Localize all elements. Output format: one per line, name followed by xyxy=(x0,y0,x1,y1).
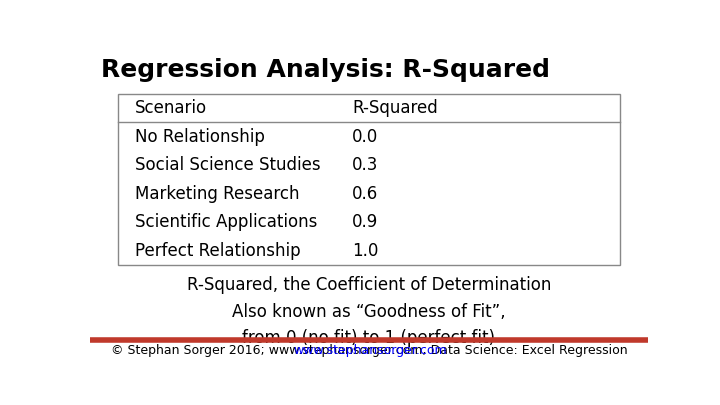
Text: R-Squared, the Coefficient of Determination
Also known as “Goodness of Fit”,
fro: R-Squared, the Coefficient of Determinat… xyxy=(186,276,552,347)
Text: Perfect Relationship: Perfect Relationship xyxy=(135,242,300,260)
Text: www.stephansorger.com: www.stephansorger.com xyxy=(294,344,447,357)
Text: © Stephan Sorger 2016; www.stephansorger.com; Data Science: Excel Regression: © Stephan Sorger 2016; www.stephansorger… xyxy=(111,344,627,357)
Text: 0.6: 0.6 xyxy=(352,185,379,203)
Text: 0.9: 0.9 xyxy=(352,213,379,231)
Bar xyxy=(118,94,620,265)
Text: 0.0: 0.0 xyxy=(352,128,379,146)
Text: Social Science Studies: Social Science Studies xyxy=(135,156,320,174)
Text: No Relationship: No Relationship xyxy=(135,128,264,146)
Text: Scientific Applications: Scientific Applications xyxy=(135,213,317,231)
Text: Scenario: Scenario xyxy=(135,99,207,117)
Text: 1.0: 1.0 xyxy=(352,242,379,260)
Text: R-Squared: R-Squared xyxy=(352,99,438,117)
Text: Regression Analysis: R-Squared: Regression Analysis: R-Squared xyxy=(101,58,550,82)
Text: Marketing Research: Marketing Research xyxy=(135,185,299,203)
Text: 0.3: 0.3 xyxy=(352,156,379,174)
